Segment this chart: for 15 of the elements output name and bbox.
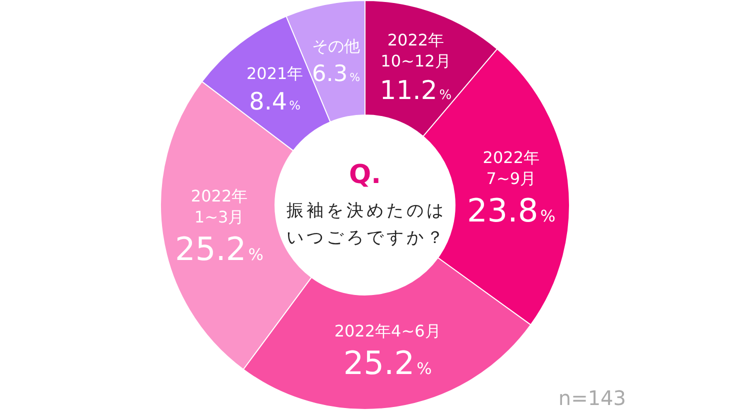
slice-label: その他 — [312, 36, 360, 56]
slice-label: 2022年 10~12月 — [380, 30, 451, 70]
slice-label: 2022年4~6月 — [334, 322, 441, 341]
slice-label: 2022年 7~9月 — [482, 148, 540, 188]
data-label: 25.2% — [343, 344, 432, 382]
data-label: 25.2% — [175, 230, 264, 268]
text: 振袖を決めたのはいつごろですか？ — [286, 200, 448, 250]
data-label: 11.2% — [380, 76, 452, 106]
data-label: 23.8% — [466, 191, 556, 230]
data-label: 8.4% — [249, 87, 301, 116]
text: Q. — [348, 159, 382, 192]
slice-label: 2022年 1~3月 — [190, 186, 248, 227]
data-label: 6.3% — [312, 60, 360, 87]
text: n=143 — [558, 386, 626, 410]
slice-label: 2021年 — [246, 64, 304, 83]
